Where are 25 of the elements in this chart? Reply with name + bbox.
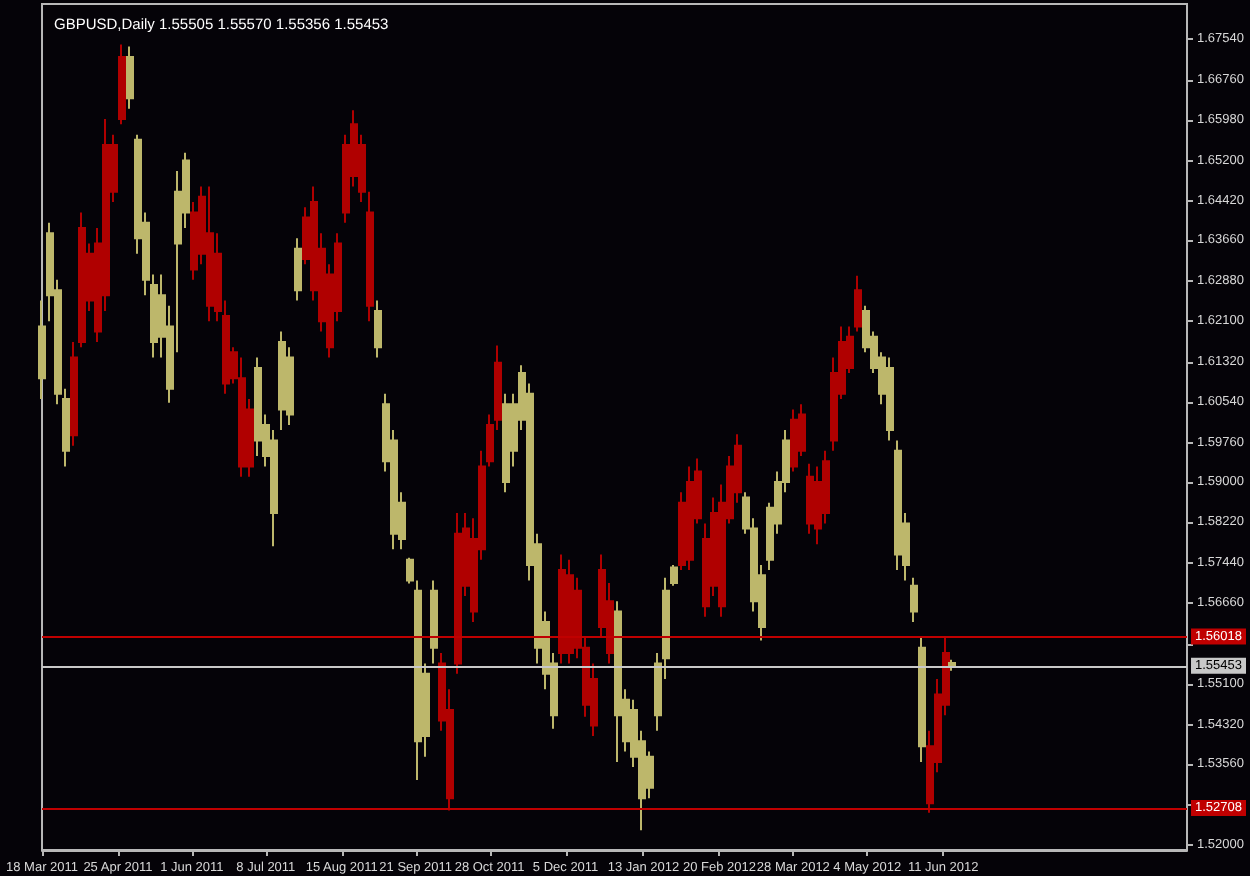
candlestick: [558, 553, 566, 665]
candlestick: [38, 299, 46, 401]
candlestick: [374, 299, 382, 359]
candlestick: [254, 356, 262, 458]
candlestick: [70, 340, 78, 447]
candlestick: [894, 439, 902, 572]
candlestick: [918, 636, 926, 763]
candlestick: [278, 330, 286, 432]
candlestick: [118, 43, 126, 126]
candlestick: [886, 356, 894, 442]
candlestick: [430, 579, 438, 665]
candlestick: [910, 576, 918, 623]
candlestick: [614, 600, 622, 763]
candlestick: [294, 237, 302, 302]
candlestick: [566, 558, 574, 665]
candlestick: [126, 45, 134, 110]
candlestick: [948, 658, 956, 672]
candlestick: [502, 392, 510, 494]
candlestick: [854, 274, 862, 333]
candlestick: [78, 211, 86, 349]
candlestick: [206, 185, 214, 323]
candlestick: [670, 563, 678, 587]
candlestick: [686, 465, 694, 572]
candlestick: [454, 512, 462, 675]
candlestick: [790, 408, 798, 473]
